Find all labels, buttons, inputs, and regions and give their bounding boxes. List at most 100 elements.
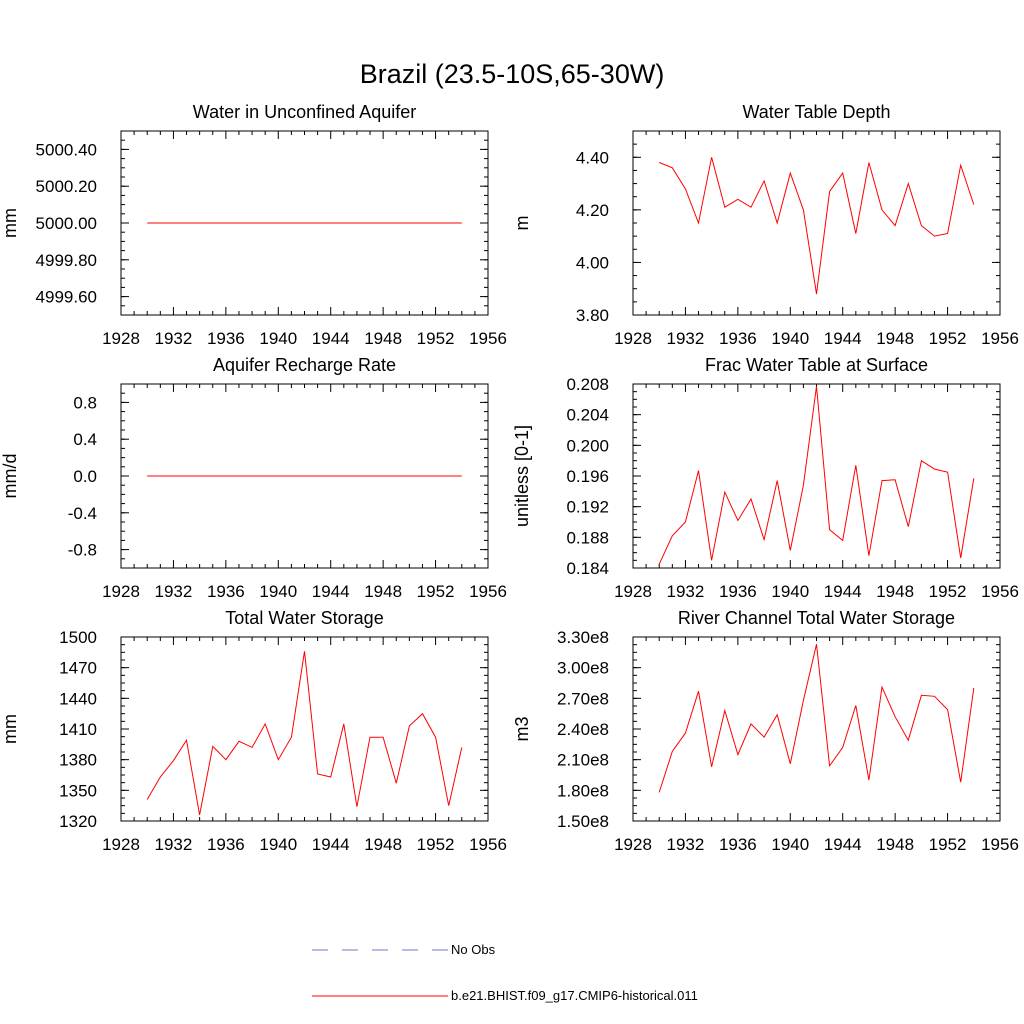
y-tick-label: 2.10e8 — [557, 751, 609, 770]
x-tick-label: 1944 — [312, 582, 350, 601]
y-tick-label: 4999.80 — [36, 251, 97, 270]
x-tick-label: 1928 — [614, 835, 652, 854]
panel-title: Aquifer Recharge Rate — [213, 355, 396, 375]
panel-5: Total Water Storage 1928 1932 1936 1940 1944 1… — [0, 608, 507, 854]
y-tick-label: 0.184 — [566, 559, 609, 578]
x-tick-label: 1928 — [102, 582, 140, 601]
y-tick-label: 2.70e8 — [557, 689, 609, 708]
y-axis-label: m — [512, 216, 532, 231]
panel-1: Water in Unconfined Aquifer 1928 1932 1936 1… — [0, 102, 507, 348]
y-tick-label: 5000.40 — [36, 140, 97, 159]
panel-title: Water Table Depth — [742, 102, 890, 122]
y-tick-label: 0.8 — [73, 393, 97, 412]
y-tick-label: 0.192 — [566, 498, 609, 517]
x-tick-label: 1932 — [667, 582, 705, 601]
y-tick-label: 4999.60 — [36, 288, 97, 307]
panel-title: Frac Water Table at Surface — [705, 355, 928, 375]
y-tick-label: 3.00e8 — [557, 659, 609, 678]
y-tick-label: 1.50e8 — [557, 812, 609, 831]
x-tick-label: 1952 — [417, 329, 455, 348]
x-tick-label: 1952 — [417, 835, 455, 854]
x-tick-label: 1936 — [719, 329, 757, 348]
y-tick-label: 1320 — [59, 812, 97, 831]
y-tick-label: 0.196 — [566, 467, 609, 486]
y-tick-label: 1440 — [59, 689, 97, 708]
x-tick-label: 1948 — [876, 835, 914, 854]
x-tick-label: 1932 — [667, 835, 705, 854]
y-tick-label: 1470 — [59, 659, 97, 678]
series-line-model — [659, 157, 975, 295]
y-tick-label: 1380 — [59, 751, 97, 770]
x-tick-label: 1928 — [102, 329, 140, 348]
x-tick-label: 1944 — [312, 835, 350, 854]
y-tick-label: 3.80 — [576, 306, 609, 325]
panel-6: River Channel Total Water Storage 1928 193… — [512, 608, 1019, 854]
y-axis-label: mm — [0, 714, 20, 744]
x-tick-label: 1948 — [876, 582, 914, 601]
x-tick-label: 1936 — [207, 582, 245, 601]
y-tick-label: 1410 — [59, 720, 97, 739]
y-tick-label: 0.0 — [73, 467, 97, 486]
x-tick-label: 1932 — [667, 329, 705, 348]
series-line-model — [658, 386, 975, 565]
x-tick-label: 1940 — [259, 582, 297, 601]
y-tick-label: 4.00 — [576, 253, 609, 272]
x-tick-label: 1952 — [929, 582, 967, 601]
x-tick-label: 1932 — [155, 582, 193, 601]
y-tick-label: 0.208 — [566, 375, 609, 394]
y-tick-label: 1.80e8 — [557, 781, 609, 800]
x-tick-label: 1940 — [771, 835, 809, 854]
plot-frame — [632, 383, 1001, 569]
x-tick-label: 1932 — [155, 835, 193, 854]
panel-4: Frac Water Table at Surface 1928 1932 1936 1… — [512, 355, 1019, 601]
y-tick-label: 0.4 — [73, 430, 97, 449]
y-tick-label: 1350 — [59, 781, 97, 800]
panel-3: Aquifer Recharge Rate 1928 1932 1936 1940 194… — [0, 355, 507, 601]
y-tick-label: 4.20 — [576, 201, 609, 220]
y-tick-label: 1500 — [59, 628, 97, 647]
x-tick-label: 1956 — [469, 329, 507, 348]
x-tick-label: 1956 — [981, 329, 1019, 348]
x-tick-label: 1940 — [771, 582, 809, 601]
y-tick-label: 4.40 — [576, 148, 609, 167]
x-tick-label: 1956 — [469, 582, 507, 601]
x-tick-label: 1936 — [207, 329, 245, 348]
y-tick-label: 2.40e8 — [557, 720, 609, 739]
x-tick-label: 1944 — [312, 329, 350, 348]
x-tick-label: 1948 — [364, 835, 402, 854]
x-tick-label: 1952 — [929, 329, 967, 348]
x-tick-label: 1944 — [824, 835, 862, 854]
x-tick-label: 1936 — [719, 582, 757, 601]
x-tick-label: 1940 — [771, 329, 809, 348]
x-tick-label: 1928 — [614, 582, 652, 601]
x-tick-label: 1952 — [417, 582, 455, 601]
x-tick-label: 1952 — [929, 835, 967, 854]
x-tick-label: 1936 — [207, 835, 245, 854]
x-tick-label: 1948 — [364, 329, 402, 348]
y-tick-label: 0.200 — [566, 436, 609, 455]
x-tick-label: 1944 — [824, 582, 862, 601]
x-tick-label: 1928 — [102, 835, 140, 854]
x-tick-label: 1948 — [876, 329, 914, 348]
plot-frame — [632, 636, 1001, 822]
x-tick-label: 1956 — [981, 582, 1019, 601]
x-tick-label: 1956 — [981, 835, 1019, 854]
y-tick-label: -0.8 — [68, 541, 97, 560]
x-tick-label: 1940 — [259, 329, 297, 348]
legend-label-model: b.e21.BHIST.f09_g17.CMIP6-historical.011 — [451, 988, 698, 1003]
x-tick-label: 1936 — [719, 835, 757, 854]
x-tick-label: 1940 — [259, 835, 297, 854]
panel-2: Water Table Depth 1928 1932 1936 1940 1944 194… — [512, 102, 1019, 348]
y-axis-label: m3 — [512, 716, 532, 741]
y-tick-label: 5000.20 — [36, 177, 97, 196]
panel-title: Total Water Storage — [225, 608, 383, 628]
y-axis-label: mm/d — [0, 454, 20, 499]
y-tick-label: 5000.00 — [36, 214, 97, 233]
x-tick-label: 1948 — [364, 582, 402, 601]
panel-title: River Channel Total Water Storage — [678, 608, 955, 628]
panels: Water in Unconfined Aquifer 1928 1932 1936 1… — [0, 102, 1019, 854]
y-axis-label: mm — [0, 208, 20, 238]
figure-title: Brazil (23.5-10S,65-30W) — [360, 59, 665, 89]
legend: No Obs b.e21.BHIST.f09_g17.CMIP6-histori… — [312, 942, 698, 1003]
